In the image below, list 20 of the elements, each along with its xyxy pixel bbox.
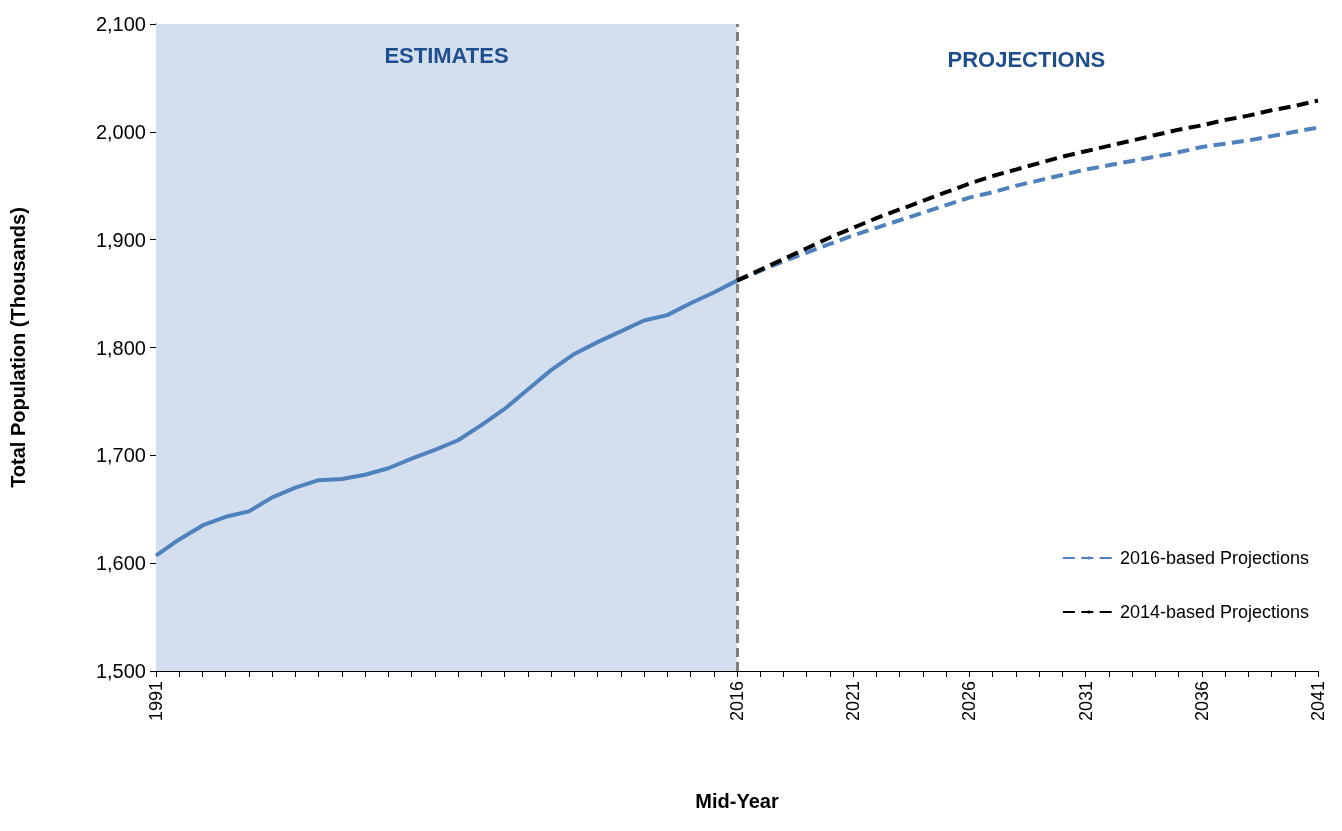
x-axis-title: Mid-Year [695, 790, 779, 812]
y-tick-label: 2,100 [95, 13, 146, 35]
y-tick-label: 2,000 [95, 120, 146, 143]
x-tick-label: 2036 [1191, 681, 1212, 722]
x-tick-label: 2041 [1308, 681, 1328, 722]
band-label: ESTIMATES [384, 42, 509, 68]
y-tick-label: 1,900 [95, 228, 146, 251]
y-axis-title: Total Population (Thousands) [7, 207, 29, 488]
x-tick-label: 2021 [843, 681, 864, 722]
y-tick-label: 1,500 [95, 660, 146, 682]
legend-label: 2014-based Projections [1119, 602, 1309, 622]
x-tick-label: 2026 [959, 681, 980, 722]
annotation: PROJECTIONS [947, 46, 1106, 72]
x-tick-label: 1991 [146, 681, 166, 722]
legend-label: 2016-based Projections [1119, 548, 1309, 568]
y-tick-label: 1,700 [95, 444, 146, 467]
y-tick-label: 1,800 [95, 336, 146, 359]
x-tick-label: 2031 [1075, 681, 1096, 722]
x-tick-label: 2016 [727, 681, 747, 722]
y-tick-label: 1,600 [95, 552, 146, 575]
